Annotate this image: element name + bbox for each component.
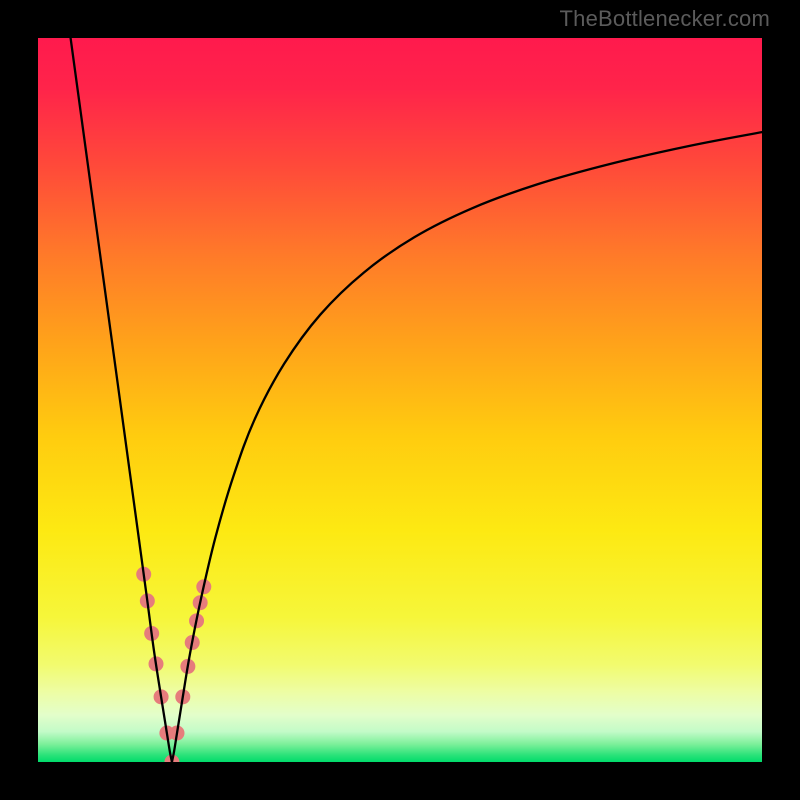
chart-svg — [38, 38, 762, 762]
watermark-text: TheBottlenecker.com — [560, 6, 770, 32]
plot-area — [38, 38, 762, 762]
curve-right-branch — [172, 132, 762, 762]
curve-left-branch — [71, 38, 172, 762]
